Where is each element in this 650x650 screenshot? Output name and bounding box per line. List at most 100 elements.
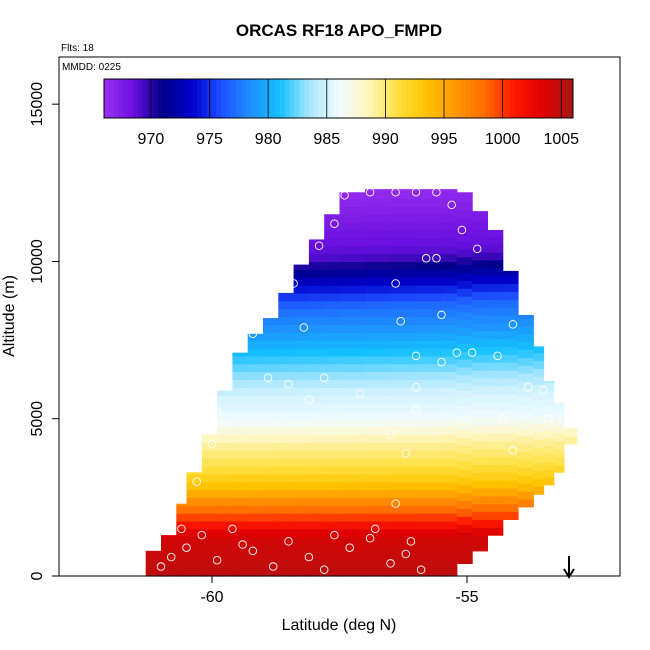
y-axis-label: Altitude (m) <box>1 275 18 357</box>
field-cell <box>487 267 504 277</box>
field-cell <box>553 432 565 442</box>
x-tick-label: -55 <box>455 589 478 606</box>
field-cell <box>487 432 504 442</box>
colorbar-tick-label: 980 <box>255 131 282 148</box>
colorbar-tick-label: 995 <box>431 131 458 148</box>
field-cell <box>339 552 366 561</box>
field-cell <box>247 552 264 561</box>
field-cell <box>186 560 203 569</box>
field-cell <box>324 544 341 554</box>
field-cell <box>518 459 534 469</box>
colorbar-swatch <box>485 79 491 118</box>
field-cell <box>487 464 504 473</box>
field-cell <box>487 314 504 324</box>
field-cell <box>247 544 264 554</box>
field-cell <box>293 552 310 561</box>
field-cell <box>263 410 279 420</box>
colorbar-swatch <box>128 79 134 118</box>
observation-point <box>391 499 400 508</box>
field-cell <box>201 473 218 483</box>
field-cell <box>456 547 473 557</box>
field-cell <box>441 230 458 239</box>
field-cell <box>456 209 473 219</box>
observation-point <box>299 323 309 332</box>
field-cell <box>339 214 366 223</box>
field-cell <box>201 434 218 443</box>
colorbar-swatch <box>348 79 354 118</box>
observation-point <box>386 559 395 568</box>
field-cell <box>472 346 488 355</box>
field-cell <box>502 314 519 324</box>
field-cell <box>217 552 233 561</box>
field-cell <box>390 237 417 247</box>
field-cell <box>232 568 249 577</box>
field-cell <box>278 450 295 459</box>
field-cell <box>365 363 392 373</box>
colorbar-swatch <box>397 79 403 118</box>
field-cell <box>365 316 392 325</box>
field-cell <box>201 497 218 506</box>
field-cell <box>518 373 534 382</box>
field-cell <box>416 269 443 278</box>
observation-point <box>411 351 421 361</box>
field-cell <box>472 244 488 253</box>
field-cell <box>502 377 519 387</box>
field-cell <box>278 379 295 388</box>
field-cell <box>456 366 473 376</box>
field-cell <box>324 410 341 420</box>
field-cell <box>263 426 279 436</box>
field-cell <box>518 333 534 343</box>
field-cell <box>278 395 295 404</box>
field-cell <box>247 489 264 498</box>
field-cell <box>390 387 417 396</box>
field-cell <box>263 473 279 483</box>
field-cell <box>502 472 519 481</box>
field-cell <box>324 332 341 341</box>
field-cell <box>365 285 392 294</box>
colorbar-swatch <box>162 79 169 118</box>
observation-point <box>330 530 339 540</box>
field-cell <box>324 371 341 381</box>
field-cell <box>339 332 366 341</box>
field-cell <box>339 465 366 475</box>
field-cell <box>217 390 233 396</box>
field-cell <box>416 308 443 318</box>
field-cell <box>232 426 249 436</box>
field-cell <box>456 288 473 297</box>
field-cell <box>487 354 504 363</box>
field-cell <box>324 300 341 310</box>
field-cell <box>339 230 366 239</box>
field-cell <box>217 395 233 404</box>
field-cell <box>441 505 458 514</box>
field-cell <box>472 417 488 426</box>
field-cell <box>502 291 519 300</box>
field-cell <box>324 363 341 373</box>
field-cell <box>365 450 392 459</box>
field-cell <box>308 560 325 569</box>
colorbar-swatch <box>519 79 525 118</box>
field-cell <box>308 363 325 373</box>
field-cell <box>278 513 295 522</box>
field-cell <box>232 473 249 483</box>
field-cell <box>502 275 519 285</box>
field-cell <box>201 505 218 514</box>
field-cell <box>308 552 325 561</box>
colorbar-swatch <box>299 79 305 118</box>
field-cell <box>217 481 233 491</box>
colorbar-swatch <box>465 79 471 118</box>
field-cell <box>201 568 218 577</box>
field-cell <box>324 536 341 546</box>
field-cell <box>263 418 279 428</box>
field-cell <box>472 409 488 418</box>
field-cell <box>487 299 504 308</box>
field-cell <box>390 426 417 436</box>
observation-point <box>544 414 553 423</box>
field-cell <box>324 230 341 239</box>
latitude-marker-arrow <box>563 556 575 579</box>
field-cell <box>518 443 534 453</box>
colorbar-swatch <box>333 79 339 118</box>
field-cell <box>533 454 545 464</box>
colorbar-swatch <box>509 79 515 118</box>
field-cell <box>416 403 443 412</box>
field-cell <box>543 461 555 470</box>
